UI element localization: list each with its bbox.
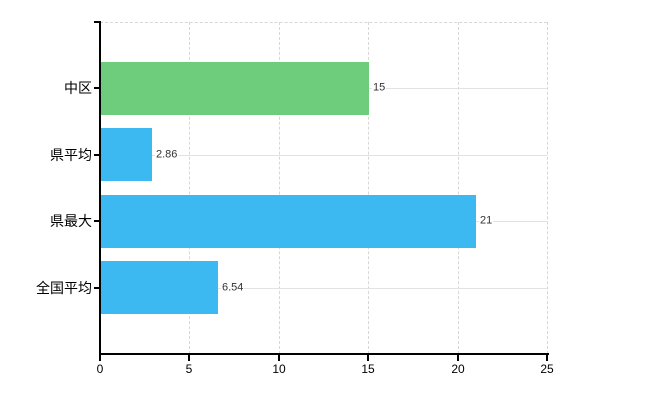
category-label: 中区 (64, 80, 92, 96)
category-label: 県平均 (50, 147, 92, 163)
x-axis-tick (457, 355, 459, 361)
y-axis-tick (94, 287, 100, 289)
bar-value-label: 2.86 (155, 148, 179, 161)
horizontal-gridline (101, 155, 547, 156)
y-axis-end-tick (94, 21, 100, 23)
y-axis-tick (94, 87, 100, 89)
x-axis-tick-label: 25 (540, 362, 554, 376)
bar-県平均 (101, 128, 152, 181)
category-label: 県最大 (50, 213, 92, 229)
x-axis-tick (99, 355, 101, 361)
vertical-gridline (368, 22, 369, 354)
bar-value-label: 6.54 (221, 281, 245, 294)
category-label: 全国平均 (36, 280, 92, 296)
bar-value-label: 21 (479, 214, 494, 227)
x-axis-tick (367, 355, 369, 361)
x-axis-tick (546, 355, 548, 361)
x-axis-tick (278, 355, 280, 361)
y-axis (99, 21, 101, 355)
vertical-gridline (458, 22, 459, 354)
x-axis-tick-label: 20 (451, 362, 465, 376)
x-axis-tick-label: 5 (185, 362, 193, 376)
plot-top-border (100, 22, 547, 23)
x-axis-tick (188, 355, 190, 361)
y-axis-tick (94, 154, 100, 156)
vertical-gridline (189, 22, 190, 354)
bar-中区 (101, 62, 369, 115)
vertical-gridline (547, 22, 548, 354)
x-axis-tick-label: 10 (272, 362, 286, 376)
x-axis-tick-label: 0 (96, 362, 104, 376)
x-axis (99, 353, 549, 355)
bar-県最大 (101, 195, 476, 248)
x-axis-tick-label: 15 (361, 362, 375, 376)
bar-value-label: 15 (372, 81, 387, 94)
horizontal-gridline (101, 288, 547, 289)
vertical-gridline (279, 22, 280, 354)
y-axis-tick (94, 220, 100, 222)
bar-全国平均 (101, 261, 218, 314)
